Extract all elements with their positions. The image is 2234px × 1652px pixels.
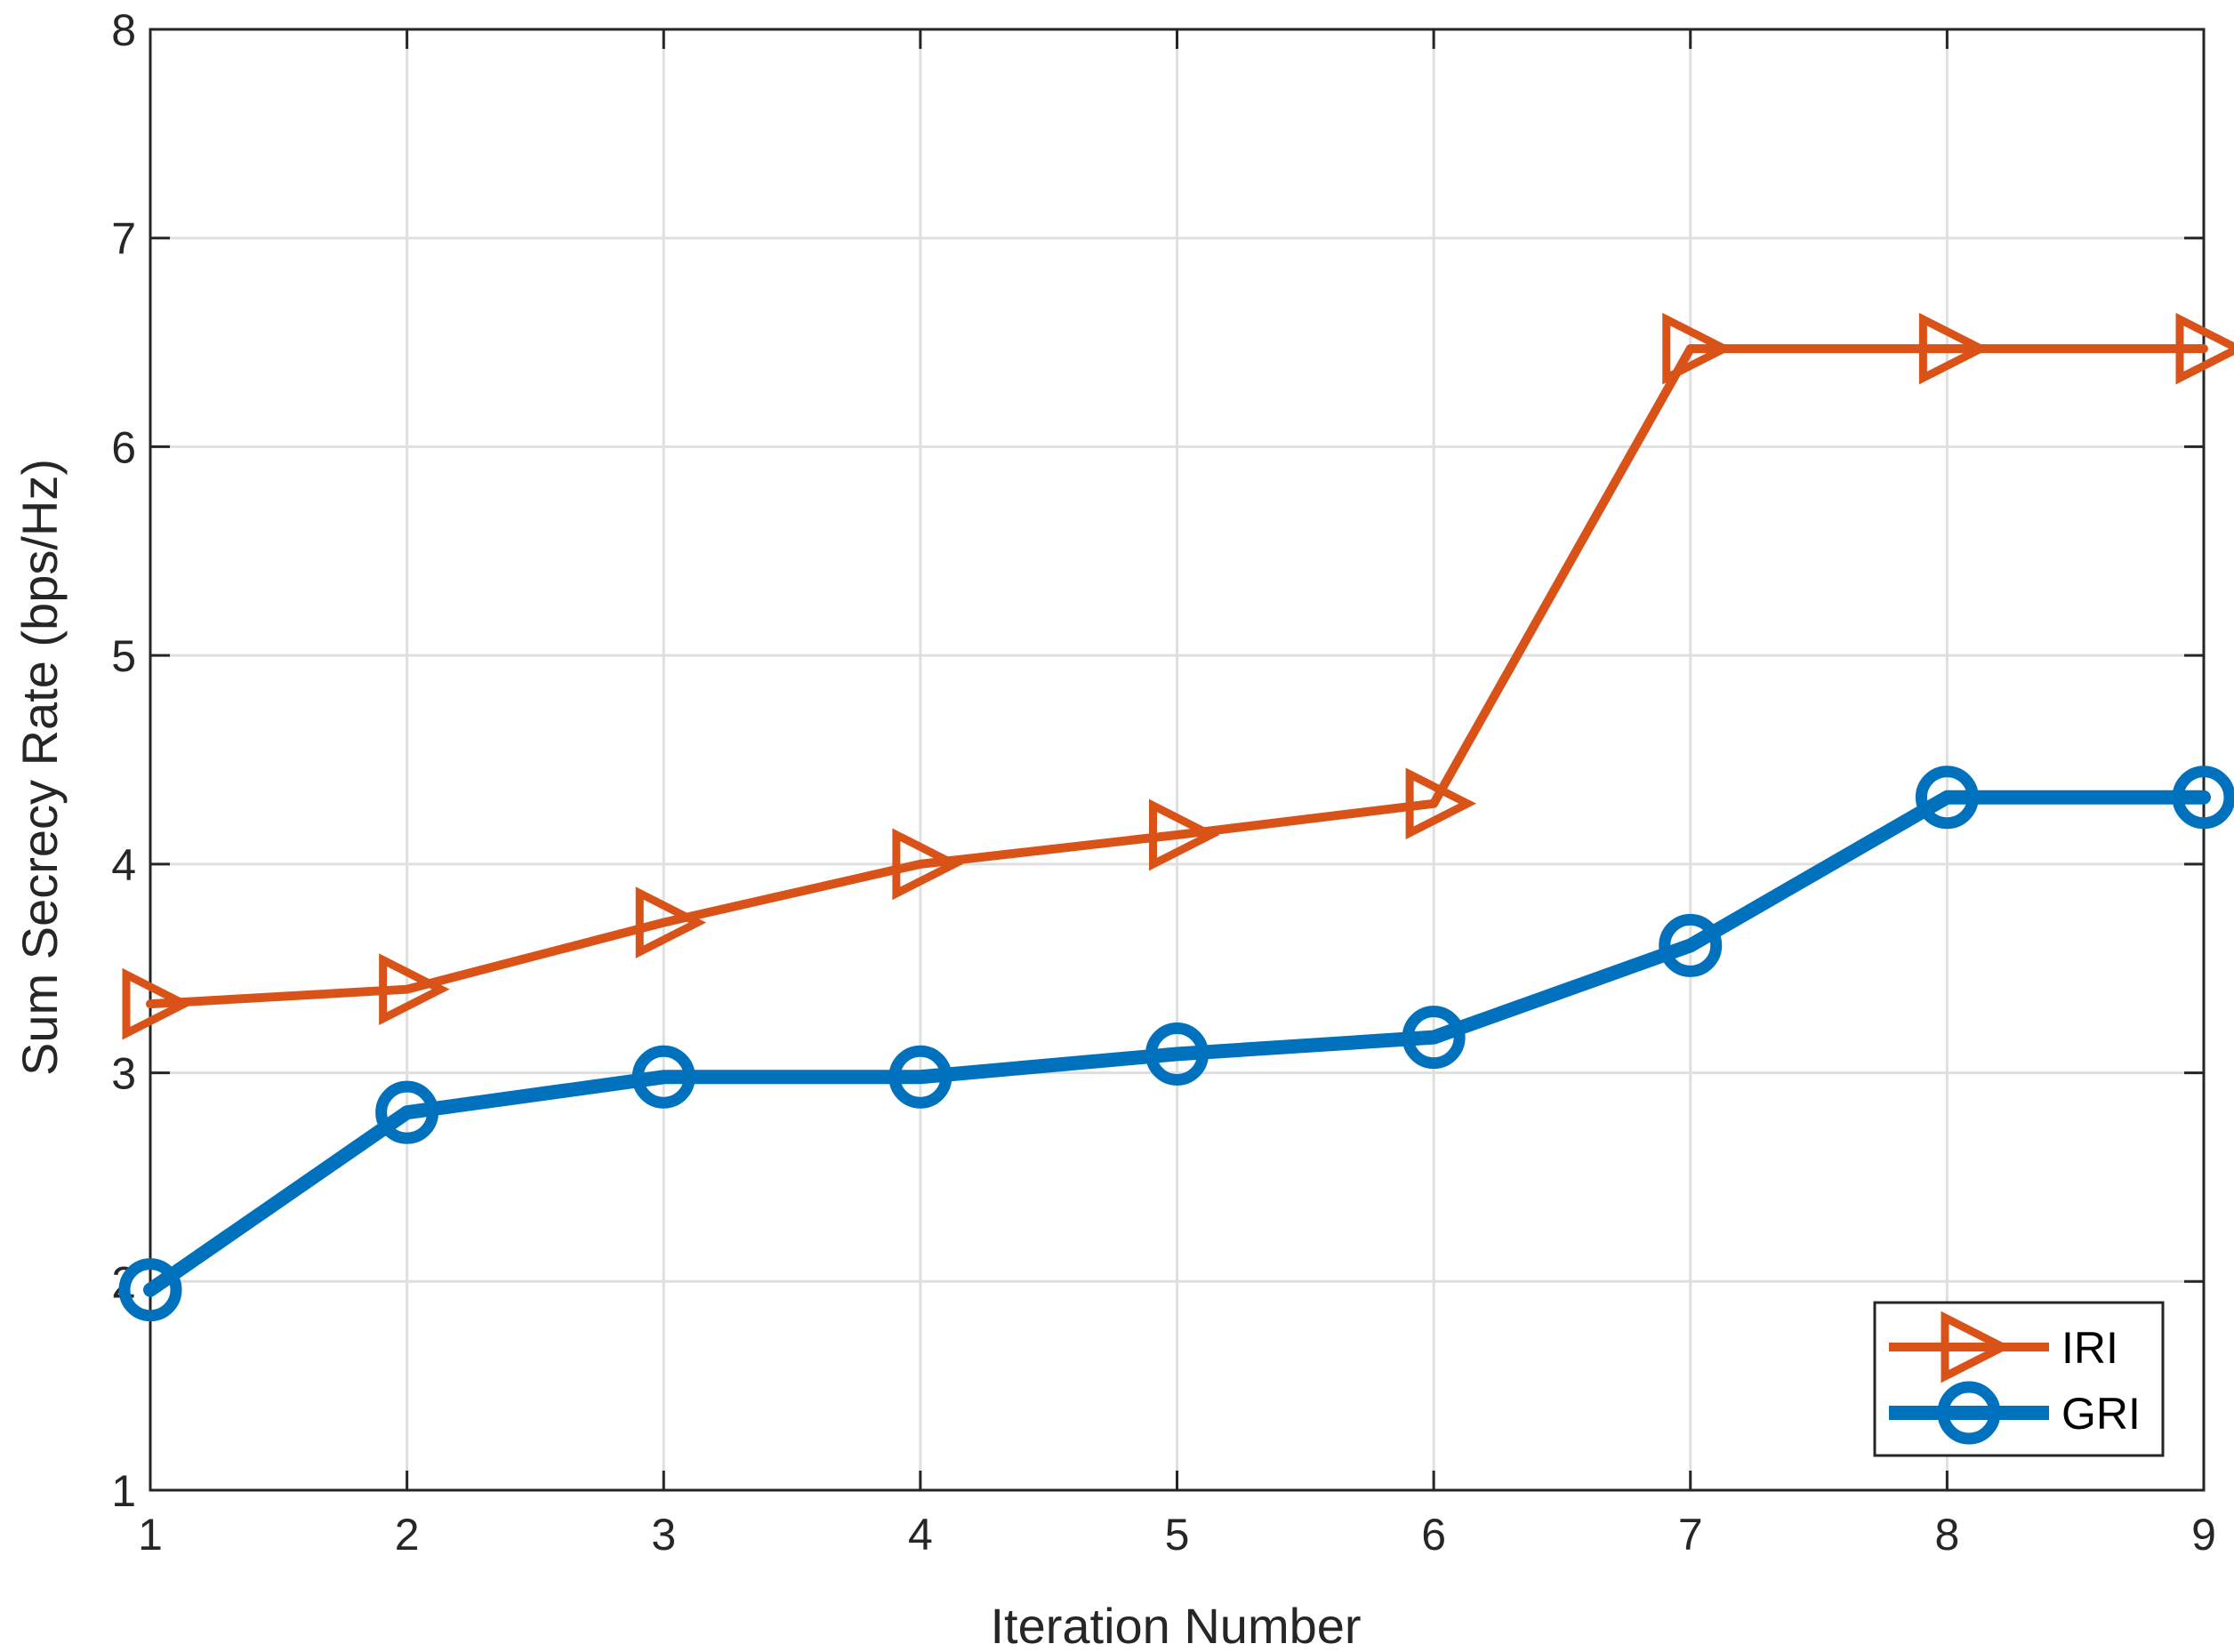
x-tick-label: 8 [1934,1510,1959,1560]
y-tick-label: 8 [111,5,136,55]
y-tick-label: 5 [111,631,136,681]
series-line-gri [143,790,2211,1297]
series-line-iri [146,344,2208,1009]
x-tick-label: 1 [138,1510,163,1560]
data-point [1918,312,1990,385]
legend-box [1873,1301,2165,1457]
data-point [2175,312,2234,385]
x-tick-label: 2 [395,1510,420,1560]
legend-label: IRI [2061,1323,2118,1373]
x-tick-label: 9 [2191,1510,2216,1560]
data-point [631,1045,695,1109]
x-tick-label: 3 [651,1510,676,1560]
x-axis-label: Iteration Number [990,1598,1361,1652]
grid [150,29,2204,1490]
data-point [1659,913,1723,977]
data-point [122,967,193,1040]
data-point [892,828,963,901]
series-iri [122,312,2234,1040]
data-point [379,953,450,1026]
y-tick-label: 1 [111,1466,136,1516]
x-tick-label: 5 [1165,1510,1190,1560]
x-tick-label: 7 [1678,1510,1703,1560]
series-gri [118,766,2234,1322]
y-tick-label: 4 [111,840,136,890]
y-axis-label: Sum Secrecy Rate (bps/Hz) [12,459,68,1076]
data-point [118,1258,182,1322]
legend-marker [1941,1311,2012,1383]
y-tick-label: 3 [111,1049,136,1099]
data-point [1402,1006,1466,1070]
data-point [375,1080,439,1144]
data-point [2172,766,2234,830]
data-point [888,1045,952,1109]
data-point [1662,312,1733,385]
data-point [1149,798,1220,871]
legend-marker [1937,1381,2001,1445]
x-tick-label: 4 [908,1510,933,1560]
y-tick-label: 6 [111,422,136,472]
data-point [635,886,707,958]
legend-label: GRI [2061,1389,2141,1439]
data-point [1915,766,1979,830]
y-tick-label: 7 [111,214,136,264]
data-point [1145,1022,1209,1086]
data-point [1405,767,1477,840]
legend: IRI GRI [1873,1301,2165,1457]
x-tick-label: 6 [1421,1510,1446,1560]
series-group [118,312,2234,1322]
